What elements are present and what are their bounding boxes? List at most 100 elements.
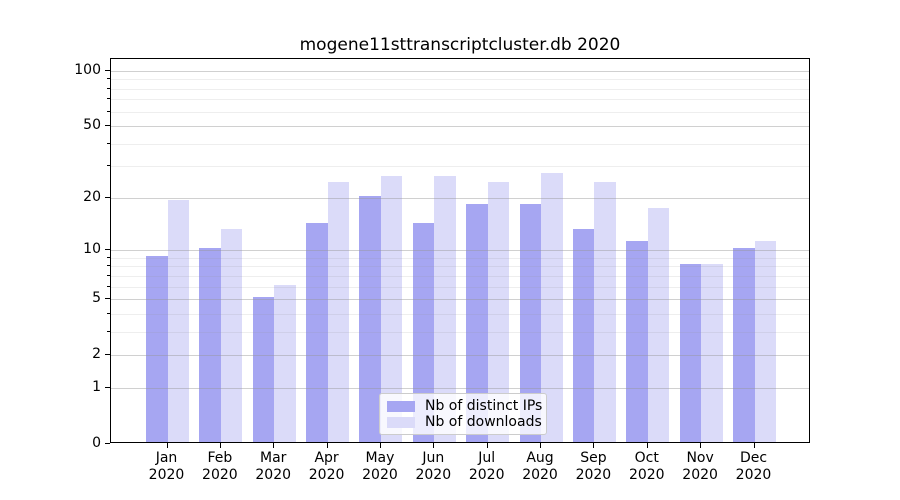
y-minor-tick-mark-6 bbox=[107, 285, 110, 287]
gridline-6 bbox=[111, 286, 809, 288]
x-tick-year: 2020 bbox=[522, 467, 558, 483]
bar-ips-mar bbox=[252, 297, 275, 442]
x-tick-label-aug: Aug 2020 bbox=[510, 450, 570, 484]
bar-downloads-jun bbox=[434, 175, 456, 442]
x-tick-month: Apr bbox=[314, 450, 339, 466]
x-tick-year: 2020 bbox=[255, 467, 292, 483]
y-minor-tick-mark-8 bbox=[107, 265, 110, 267]
x-tick-month: Dec bbox=[739, 450, 768, 466]
bar-downloads-aug bbox=[541, 172, 563, 442]
x-tick-year: 2020 bbox=[575, 467, 612, 483]
bar-downloads-feb bbox=[220, 228, 243, 442]
bar-ips-nov bbox=[679, 264, 702, 442]
gridline-100 bbox=[111, 70, 809, 72]
legend-swatch-distinct-ips bbox=[387, 400, 415, 412]
y-tick-mark-10 bbox=[105, 249, 110, 251]
x-tick-mark-may bbox=[379, 443, 381, 448]
x-tick-label-jul: Jul 2020 bbox=[457, 450, 517, 484]
gridline-1 bbox=[111, 387, 809, 389]
gridline-40 bbox=[111, 143, 809, 145]
x-tick-year: 2020 bbox=[308, 467, 345, 483]
legend-row-distinct-ips: Nb of distinct IPs bbox=[387, 398, 542, 414]
x-tick-month: Oct bbox=[634, 450, 659, 466]
bar-ips-sep bbox=[572, 228, 595, 442]
x-tick-label-nov: Nov 2020 bbox=[670, 450, 730, 484]
x-tick-year: 2020 bbox=[148, 467, 185, 483]
y-minor-tick-mark-60 bbox=[107, 110, 110, 112]
x-tick-label-jun: Jun 2020 bbox=[403, 450, 463, 484]
x-tick-label-sep: Sep 2020 bbox=[563, 450, 623, 484]
x-tick-label-mar: Mar 2020 bbox=[243, 450, 303, 484]
bar-downloads-may bbox=[380, 175, 403, 442]
gridline-60 bbox=[111, 111, 809, 113]
x-tick-mark-jul bbox=[486, 443, 488, 448]
legend-swatch-downloads bbox=[387, 416, 415, 428]
gridline-9 bbox=[111, 257, 809, 259]
gridline-5 bbox=[111, 299, 809, 301]
y-tick-mark-0 bbox=[105, 443, 110, 444]
y-minor-tick-mark-3 bbox=[107, 330, 110, 332]
x-tick-mark-nov bbox=[700, 443, 702, 448]
y-tick-label-50: 50 bbox=[83, 117, 101, 134]
y-tick-mark-2 bbox=[105, 354, 110, 356]
bar-ips-dec bbox=[733, 248, 755, 442]
bar-ips-feb bbox=[199, 248, 221, 442]
x-tick-label-apr: Apr 2020 bbox=[297, 450, 357, 484]
bar-ips-jan bbox=[146, 255, 168, 442]
x-tick-month: May bbox=[365, 450, 395, 466]
bar-ips-oct bbox=[626, 241, 648, 442]
gridline-10 bbox=[111, 250, 809, 252]
legend-row-downloads: Nb of downloads bbox=[387, 414, 542, 430]
y-minor-tick-mark-7 bbox=[107, 274, 110, 276]
x-tick-month: Nov bbox=[686, 450, 714, 466]
gridline-50 bbox=[111, 126, 809, 128]
bar-downloads-nov bbox=[701, 264, 723, 442]
gridline-70 bbox=[111, 99, 809, 101]
x-tick-year: 2020 bbox=[628, 467, 665, 483]
y-minor-tick-mark-70 bbox=[107, 98, 110, 100]
x-tick-year: 2020 bbox=[415, 467, 452, 483]
x-tick-mark-mar bbox=[273, 443, 275, 448]
chart-title: mogene11sttranscriptcluster.db 2020 bbox=[299, 35, 621, 55]
bar-ips-apr bbox=[306, 223, 328, 442]
y-minor-tick-mark-80 bbox=[107, 87, 110, 89]
bar-ips-aug bbox=[519, 203, 542, 442]
gridline-7 bbox=[111, 275, 809, 277]
bar-ips-may bbox=[359, 195, 381, 442]
x-tick-month: Jul bbox=[478, 450, 496, 466]
y-minor-tick-mark-30 bbox=[107, 165, 110, 167]
x-tick-month: Sep bbox=[580, 450, 607, 466]
gridline-90 bbox=[111, 79, 809, 81]
y-minor-tick-mark-90 bbox=[107, 78, 110, 80]
x-tick-year: 2020 bbox=[682, 467, 718, 483]
x-tick-month: Mar bbox=[260, 450, 287, 466]
x-tick-year: 2020 bbox=[362, 467, 398, 483]
x-tick-year: 2020 bbox=[735, 467, 772, 483]
bar-downloads-mar bbox=[274, 284, 296, 442]
x-tick-year: 2020 bbox=[468, 467, 505, 483]
gridline-80 bbox=[111, 88, 809, 90]
gridline-8 bbox=[111, 266, 809, 268]
x-tick-mark-apr bbox=[326, 443, 328, 448]
bar-downloads-sep bbox=[594, 181, 616, 442]
gridline-4 bbox=[111, 313, 809, 315]
y-tick-mark-20 bbox=[105, 196, 110, 198]
x-tick-mark-jun bbox=[433, 443, 435, 448]
x-tick-label-feb: Feb 2020 bbox=[190, 450, 250, 484]
x-tick-label-oct: Oct 2020 bbox=[617, 450, 677, 484]
y-tick-mark-50 bbox=[105, 125, 110, 127]
x-tick-month: Jan bbox=[155, 450, 178, 466]
y-tick-mark-100 bbox=[105, 69, 110, 71]
gridline-30 bbox=[111, 166, 809, 168]
legend-label-downloads: Nb of downloads bbox=[425, 414, 542, 430]
legend-label-distinct-ips: Nb of distinct IPs bbox=[425, 398, 543, 414]
legend: Nb of distinct IPs Nb of downloads bbox=[379, 393, 547, 435]
bar-downloads-apr bbox=[327, 181, 350, 442]
bar-downloads-oct bbox=[647, 208, 670, 442]
y-minor-tick-mark-40 bbox=[107, 142, 110, 144]
gridline-3 bbox=[111, 331, 809, 333]
gridline-2 bbox=[111, 355, 809, 357]
y-tick-label-10: 10 bbox=[83, 241, 101, 258]
x-tick-label-may: May 2020 bbox=[350, 450, 410, 484]
